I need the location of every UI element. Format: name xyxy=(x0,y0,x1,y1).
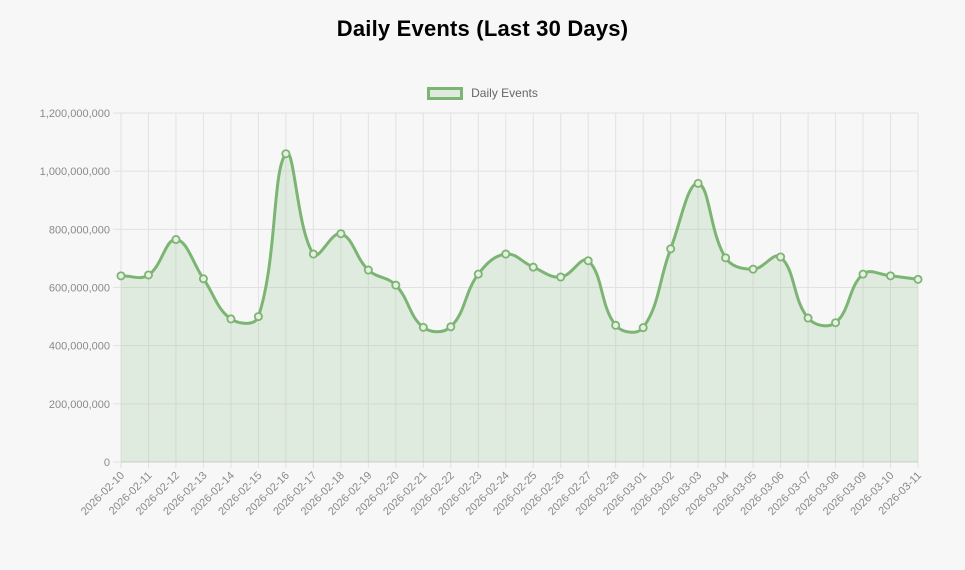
data-point-2026-03-01[interactable] xyxy=(638,323,648,333)
legend-swatch-icon xyxy=(427,86,464,100)
y-axis-label: 1,000,000,000 xyxy=(40,166,110,178)
data-point-2026-02-19[interactable] xyxy=(363,265,373,275)
data-point-2026-02-23[interactable] xyxy=(473,269,483,279)
data-point-2026-02-20[interactable] xyxy=(391,280,401,290)
y-axis-label: 0 xyxy=(104,457,110,469)
data-point-2026-02-22[interactable] xyxy=(446,322,456,332)
y-axis-label: 600,000,000 xyxy=(49,283,110,295)
legend-label: Daily Events xyxy=(471,86,538,100)
data-point-2026-03-08[interactable] xyxy=(831,318,841,328)
data-point-2026-02-21[interactable] xyxy=(418,322,428,332)
data-point-2026-02-27[interactable] xyxy=(583,256,593,266)
data-point-2026-03-09[interactable] xyxy=(858,269,868,279)
data-point-2026-02-18[interactable] xyxy=(336,229,346,239)
data-point-2026-02-28[interactable] xyxy=(611,320,621,330)
y-axis-label: 200,000,000 xyxy=(49,399,110,411)
data-point-2026-02-17[interactable] xyxy=(308,249,318,259)
y-axis-label: 400,000,000 xyxy=(49,341,110,353)
y-axis-label: 800,000,000 xyxy=(49,224,110,236)
data-point-2026-02-25[interactable] xyxy=(528,262,538,272)
data-point-2026-03-03[interactable] xyxy=(693,178,703,188)
chart-title: Daily Events (Last 30 Days) xyxy=(336,16,629,41)
data-point-2026-03-10[interactable] xyxy=(886,271,896,281)
data-point-2026-03-07[interactable] xyxy=(803,313,813,323)
data-point-2026-02-14[interactable] xyxy=(226,314,236,324)
legend[interactable]: Daily Events xyxy=(0,86,965,100)
data-point-2026-03-02[interactable] xyxy=(666,244,676,254)
data-point-2026-02-12[interactable] xyxy=(171,235,181,245)
data-point-2026-02-15[interactable] xyxy=(253,312,263,322)
data-point-2026-03-06[interactable] xyxy=(776,252,786,262)
data-point-2026-02-26[interactable] xyxy=(556,272,566,282)
area-fill xyxy=(121,152,918,462)
data-point-2026-02-10[interactable] xyxy=(116,271,126,281)
data-point-2026-02-11[interactable] xyxy=(143,270,153,280)
data-point-2026-02-16[interactable] xyxy=(281,149,291,159)
data-point-2026-03-05[interactable] xyxy=(748,264,758,274)
data-point-2026-03-11[interactable] xyxy=(913,274,923,284)
y-axis-label: 1,200,000,000 xyxy=(40,108,110,120)
data-point-2026-03-04[interactable] xyxy=(721,253,731,263)
data-point-2026-02-24[interactable] xyxy=(501,249,511,259)
data-point-2026-02-13[interactable] xyxy=(198,274,208,284)
